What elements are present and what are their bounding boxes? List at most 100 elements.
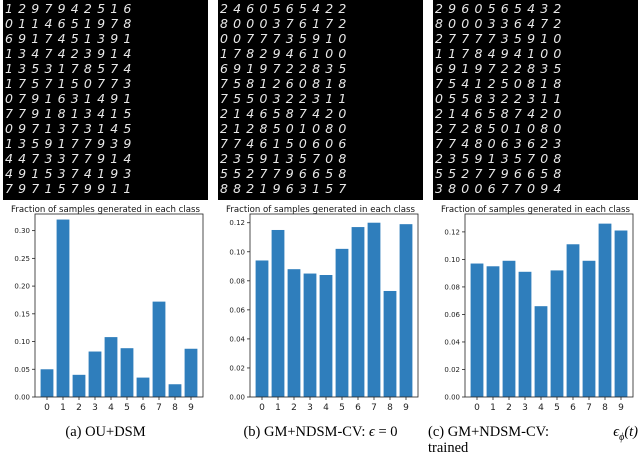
x-tick-label: 8 [387, 403, 393, 413]
panel-b: 2460565422 8000376172 0077735910 1782946100… [218, 0, 423, 451]
y-tick-label: 0.06 [444, 311, 460, 319]
bar-4 [534, 306, 548, 397]
digit-row: 2146587420 [435, 107, 567, 121]
digit-row: 0971373145 [5, 122, 137, 136]
x-tick-label: 3 [307, 403, 313, 413]
digit-row: 0077735910 [220, 32, 352, 46]
x-tick-label: 8 [172, 403, 178, 413]
digit-row: 7541250818 [435, 77, 567, 91]
caption-a-text: (a) OU+DSM [65, 424, 146, 440]
digit-row: 7971579911 [5, 182, 137, 196]
x-tick-label: 0 [44, 403, 50, 413]
x-tick-label: 6 [355, 403, 361, 413]
y-tick-label: 0.12 [444, 228, 460, 236]
digit-row: 1297942516 [5, 2, 137, 16]
digit-row: 2728501080 [435, 122, 567, 136]
x-tick-label: 6 [570, 403, 576, 413]
x-tick-label: 3 [92, 403, 98, 413]
x-tick-label: 5 [554, 403, 560, 413]
x-tick-label: 7 [371, 403, 377, 413]
digit-row: 2128501080 [220, 122, 352, 136]
y-tick-label: 0.00 [444, 394, 460, 402]
bar-9 [614, 230, 628, 397]
x-tick-label: 5 [339, 403, 345, 413]
y-tick-label: 0.10 [229, 248, 245, 256]
x-tick-label: 9 [618, 403, 624, 413]
bar-7 [582, 260, 596, 397]
panel-a: 1297942516 0114651978 6917451391 1347423914… [3, 0, 208, 451]
panel-c: 2960565432 8000336472 2777735910 1178494100… [428, 0, 638, 456]
digit-row: 1353178574 [5, 62, 137, 76]
bar-2 [287, 269, 301, 397]
y-tick-label: 0.10 [444, 256, 460, 264]
digit-row: 7791813415 [5, 107, 137, 121]
bar-0 [255, 260, 269, 397]
bar-1 [271, 229, 285, 397]
digit-row: 3800677094 [435, 182, 567, 196]
y-tick-label: 0.02 [444, 366, 460, 374]
bar-4 [104, 337, 118, 397]
bar-5 [335, 248, 349, 397]
bar-7 [152, 301, 166, 397]
bar-6 [351, 227, 365, 397]
digit-row: 6919722835 [220, 62, 352, 76]
bar-5 [120, 348, 134, 397]
bar-6 [566, 244, 580, 397]
digit-row: 7748063623 [435, 137, 567, 151]
chart-title-a: Fraction of samples generated in each cl… [11, 205, 200, 215]
digit-row: 1359177939 [5, 137, 137, 151]
digit-row: 0114651978 [5, 17, 137, 31]
bar-chart-a: 0.00 0.05 0.10 0.15 0.20 0.25 0.30 0 1 2 3 4 5 6 7 8 9 [14, 213, 204, 413]
generated-digit-grid-a: 1297942516 0114651978 6917451391 1347423914… [3, 0, 208, 200]
caption-c-phi: ϕ [619, 431, 625, 443]
x-tick-label: 2 [76, 403, 82, 413]
x-tick-label: 6 [140, 403, 146, 413]
digit-row: 7581260818 [220, 77, 352, 91]
x-tick-label: 1 [60, 403, 66, 413]
bar-0 [40, 369, 54, 397]
digit-row: 5527796658 [220, 167, 352, 181]
caption-c-text: (c) GM+NDSM-CV: [428, 424, 553, 440]
digit-row: 2359135708 [435, 152, 567, 166]
digit-row: 2960565432 [435, 2, 567, 16]
generated-digit-grid-b: 2460565422 8000376172 0077735910 1782946100… [218, 0, 423, 200]
x-tick-label: 0 [259, 403, 265, 413]
digit-row: 2146587420 [220, 107, 352, 121]
digit-row: 5527796658 [435, 167, 567, 181]
digit-row: 2359135708 [220, 152, 352, 166]
caption-c-t: (t) [624, 424, 638, 440]
bar-chart-c: 0.00 0.02 0.04 0.06 0.08 0.10 0.12 0 1 2 3 4 5 6 7 8 9 [444, 213, 634, 413]
bar-3 [518, 271, 532, 397]
y-tick-label: 0.00 [229, 394, 245, 402]
digit-row: 0791631491 [5, 92, 137, 106]
x-tick-label: 1 [275, 403, 281, 413]
digit-row: 7746150606 [220, 137, 352, 151]
bar-8 [383, 290, 397, 397]
bar-8 [598, 223, 612, 397]
y-tick-label: 0.25 [14, 255, 30, 263]
y-tick-label: 0.00 [14, 394, 30, 402]
x-tick-label: 7 [586, 403, 592, 413]
bar-3 [88, 351, 102, 397]
caption-c-trained: trained [428, 440, 469, 456]
digit-row: 2777735910 [435, 32, 567, 46]
bar-4 [319, 275, 333, 397]
caption-c-epsilon: ϵ [613, 424, 620, 440]
plot-frame [249, 213, 419, 398]
digit-row: 6919722835 [435, 62, 567, 76]
bar-0 [470, 263, 484, 397]
digit-row: 2460565422 [220, 2, 352, 16]
bar-2 [502, 260, 516, 397]
generated-digit-grid-c: 2960565432 8000336472 2777735910 1178494100… [433, 0, 638, 200]
digit-row: 8821963157 [220, 182, 352, 196]
x-tick-label: 8 [602, 403, 608, 413]
digit-row: 0558322311 [435, 92, 567, 106]
bar-chart-b: 0.00 0.02 0.04 0.06 0.08 0.10 0.12 0 1 2 3 4 5 6 7 8 9 [229, 213, 419, 413]
digit-row: 1347423914 [5, 47, 137, 61]
caption-a: (a) OU+DSM [3, 424, 208, 440]
x-tick-label: 1 [490, 403, 496, 413]
caption-b: (b) GM+NDSM-CV: ϵ = 0 [218, 424, 423, 440]
bar-9 [399, 224, 413, 397]
bar-2 [72, 374, 86, 397]
caption-b-epsilon: ϵ [369, 424, 375, 440]
